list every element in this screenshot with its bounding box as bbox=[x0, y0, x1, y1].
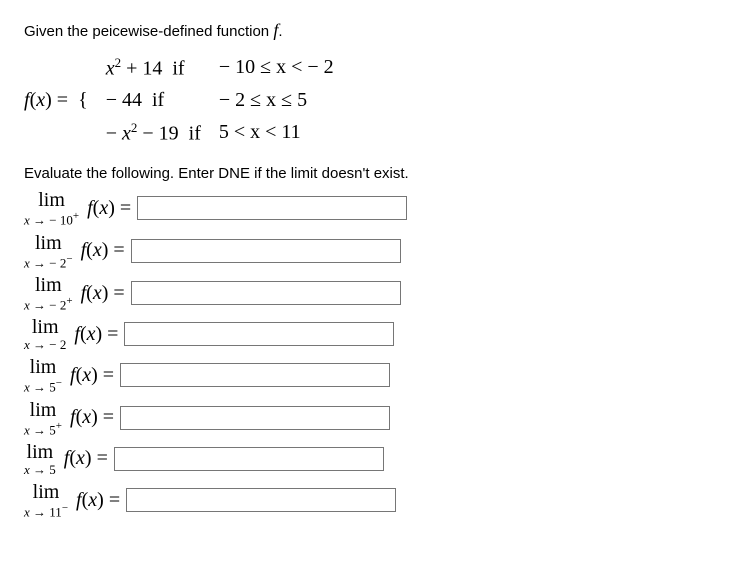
piece-cond: − 2 ≤ x ≤ 5 bbox=[215, 85, 348, 116]
limit-approach: x → − 2+ bbox=[24, 296, 73, 311]
answer-input-5[interactable] bbox=[120, 406, 390, 430]
limit-approach: x → 11− bbox=[24, 503, 68, 518]
answer-input-4[interactable] bbox=[120, 363, 390, 387]
piecewise-definition: f(x) = { x2 + 14 if − 10 ≤ x < − 2 − 44 … bbox=[24, 51, 715, 149]
answer-input-2[interactable] bbox=[131, 281, 401, 305]
fx-expression: f(x) = bbox=[87, 197, 131, 220]
limit-notation: limx → − 10+ bbox=[24, 190, 79, 226]
limit-notation: limx → − 2+ bbox=[24, 275, 73, 311]
instruction-text: Evaluate the following. Enter DNE if the… bbox=[24, 165, 715, 182]
intro-prefix: Given the peicewise-defined function bbox=[24, 23, 273, 40]
limit-notation: limx → 5+ bbox=[24, 400, 62, 436]
limit-row: limx → − 2+ f(x) = bbox=[24, 275, 715, 311]
piece-cond: 5 < x < 11 bbox=[215, 116, 348, 150]
fx-expression: f(x) = bbox=[64, 447, 108, 470]
intro-text: Given the peicewise-defined function f. bbox=[24, 20, 715, 41]
lim-text: lim bbox=[35, 275, 62, 295]
fx-expression: f(x) = bbox=[74, 323, 118, 346]
limit-notation: limx → 5− bbox=[24, 357, 62, 393]
limit-approach: x → − 10+ bbox=[24, 211, 79, 226]
answer-input-3[interactable] bbox=[124, 322, 394, 346]
intro-suffix: . bbox=[278, 23, 282, 40]
limit-notation: limx → 5 bbox=[24, 442, 56, 476]
limit-approach: x → − 2 bbox=[24, 338, 66, 351]
limit-notation: limx → − 2− bbox=[24, 233, 73, 269]
limit-notation: limx → − 2 bbox=[24, 317, 66, 351]
limit-approach: x → 5+ bbox=[24, 421, 62, 436]
limit-row: limx → − 10+ f(x) = bbox=[24, 190, 715, 226]
fx-label: f(x) = bbox=[24, 89, 68, 112]
answer-input-0[interactable] bbox=[137, 196, 407, 220]
limit-row: limx → 11− f(x) = bbox=[24, 482, 715, 518]
lim-text: lim bbox=[33, 482, 60, 502]
limit-row: limx → 5+ f(x) = bbox=[24, 400, 715, 436]
limit-approach: x → 5 bbox=[24, 463, 56, 476]
piece-expr: x2 + 14 if bbox=[102, 51, 215, 85]
limit-row: limx → − 2− f(x) = bbox=[24, 233, 715, 269]
limit-notation: limx → 11− bbox=[24, 482, 68, 518]
lim-text: lim bbox=[27, 442, 54, 462]
limit-row: limx → − 2 f(x) = bbox=[24, 317, 715, 351]
left-brace: { bbox=[74, 51, 102, 149]
lim-text: lim bbox=[30, 357, 57, 377]
lim-text: lim bbox=[30, 400, 57, 420]
piece-cond: − 10 ≤ x < − 2 bbox=[215, 51, 348, 85]
lim-text: lim bbox=[35, 233, 62, 253]
lim-text: lim bbox=[32, 317, 59, 337]
fx-expression: f(x) = bbox=[81, 239, 125, 262]
lim-text: lim bbox=[38, 190, 65, 210]
limit-approach: x → − 2− bbox=[24, 254, 73, 269]
fx-expression: f(x) = bbox=[76, 489, 120, 512]
answer-input-7[interactable] bbox=[126, 488, 396, 512]
piece-expr: − x2 − 19 if bbox=[102, 116, 215, 150]
limit-row: limx → 5− f(x) = bbox=[24, 357, 715, 393]
answer-input-6[interactable] bbox=[114, 447, 384, 471]
piece-expr: − 44 if bbox=[102, 85, 215, 116]
piecewise-table: { x2 + 14 if − 10 ≤ x < − 2 − 44 if − 2 … bbox=[74, 51, 348, 149]
limit-row: limx → 5 f(x) = bbox=[24, 442, 715, 476]
fx-expression: f(x) = bbox=[70, 406, 114, 429]
fx-expression: f(x) = bbox=[70, 364, 114, 387]
limit-approach: x → 5− bbox=[24, 378, 62, 393]
fx-expression: f(x) = bbox=[81, 282, 125, 305]
answer-input-1[interactable] bbox=[131, 239, 401, 263]
